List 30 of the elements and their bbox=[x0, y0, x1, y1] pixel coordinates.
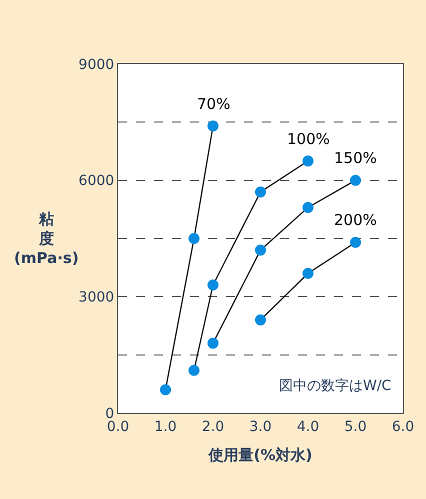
series-label: 150% bbox=[334, 149, 377, 167]
x-axis-title: 使用量(%対水) bbox=[208, 446, 312, 464]
series-label: 100% bbox=[287, 130, 330, 148]
y-tick-label: 6000 bbox=[78, 173, 114, 190]
point bbox=[208, 120, 218, 132]
y-tick-label: 3000 bbox=[78, 290, 114, 306]
point bbox=[302, 202, 314, 213]
point bbox=[188, 233, 200, 244]
x-tick-label: 6.0 bbox=[392, 418, 414, 435]
point bbox=[255, 314, 266, 326]
x-tick-label: 5.0 bbox=[344, 418, 367, 435]
annotation: 図中の数字はW/C bbox=[279, 378, 392, 394]
point bbox=[160, 384, 171, 396]
x-tick-label: 2.0 bbox=[202, 418, 224, 435]
series-label: 200% bbox=[334, 211, 377, 229]
x-tick-label: 1.0 bbox=[154, 418, 177, 435]
point bbox=[255, 244, 266, 256]
y-tick-label: 9000 bbox=[78, 56, 114, 73]
point bbox=[350, 174, 361, 186]
point bbox=[208, 338, 218, 349]
point bbox=[302, 155, 314, 166]
point bbox=[188, 364, 200, 376]
point bbox=[208, 280, 218, 291]
series-label: 70% bbox=[197, 95, 230, 113]
point bbox=[302, 268, 314, 279]
x-tick-label: 4.0 bbox=[296, 418, 320, 435]
y-axis-title: 粘度(mPa·s) bbox=[14, 210, 79, 267]
point bbox=[350, 236, 361, 248]
x-tick-label: 3.0 bbox=[249, 418, 272, 435]
point bbox=[255, 186, 266, 198]
